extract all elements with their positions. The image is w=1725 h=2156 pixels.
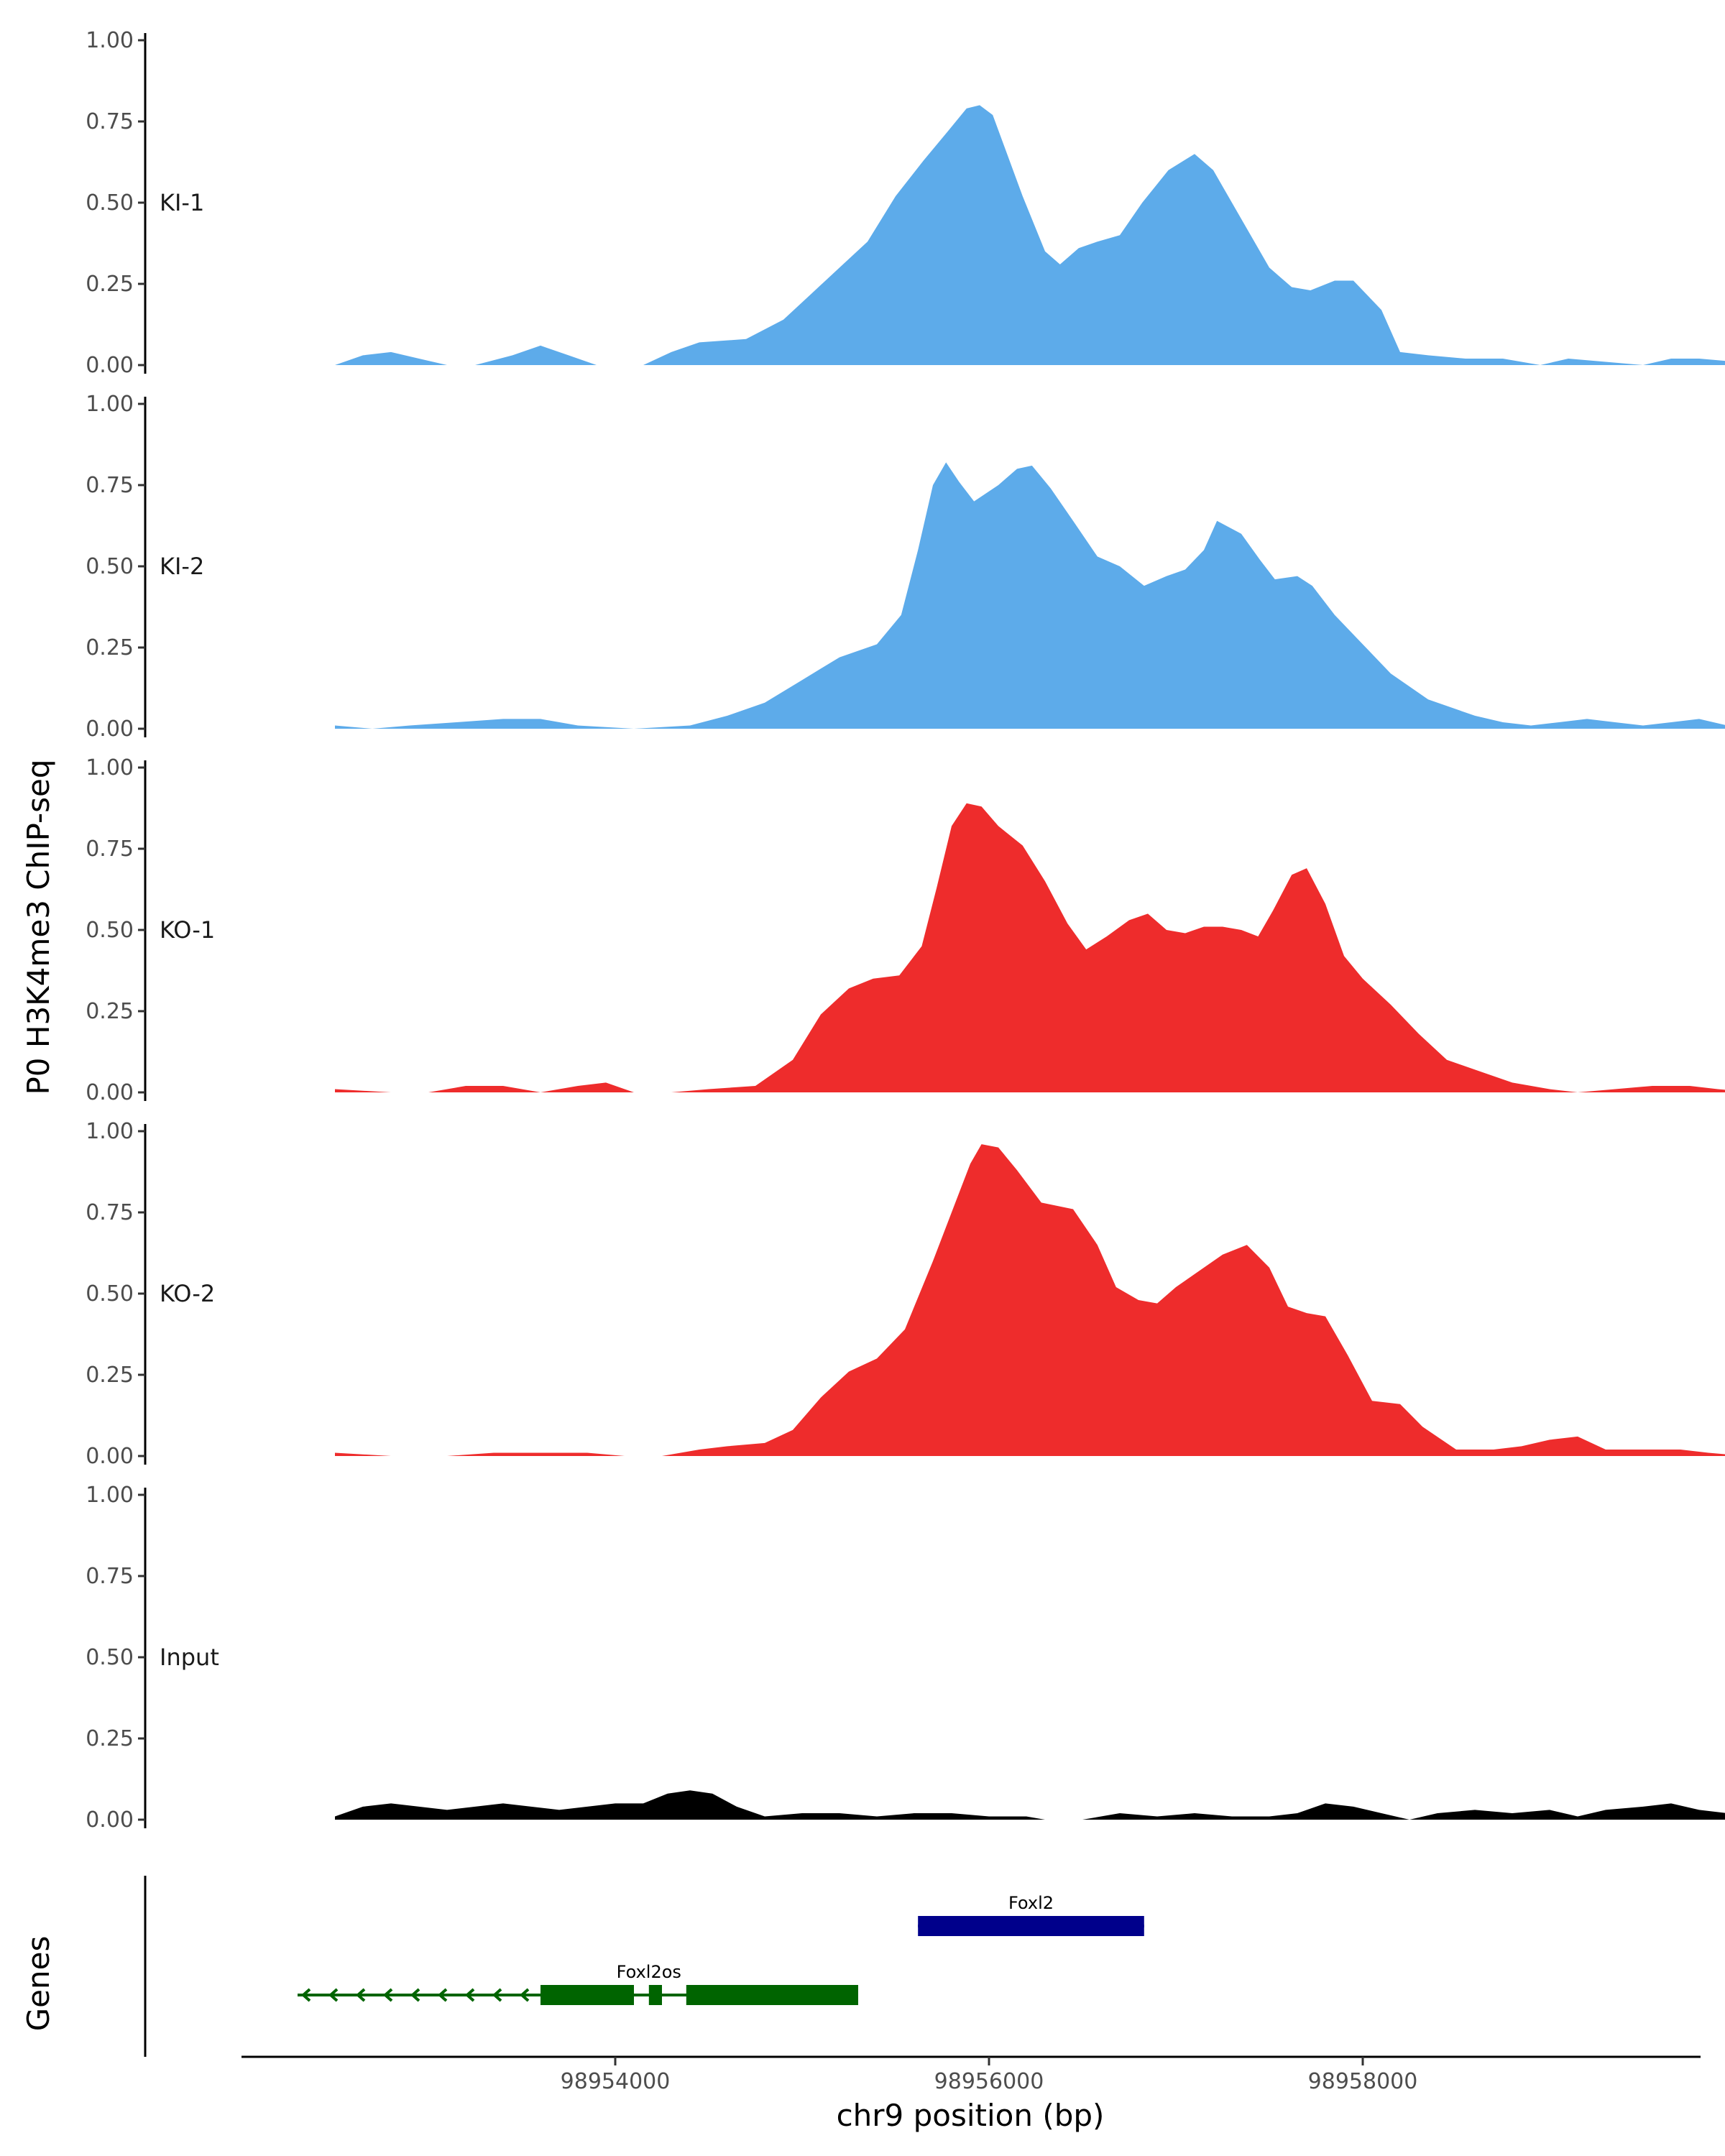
y-tick-label: 0.75 <box>86 837 134 862</box>
y-tick-label: 0.25 <box>86 999 134 1024</box>
strand-arrow <box>355 1988 366 2002</box>
gene-exon <box>540 1985 634 2005</box>
signal-area-input <box>335 1790 1725 1820</box>
y-tick-label: 1.00 <box>86 1119 134 1144</box>
y-tick-label: 0.75 <box>86 1564 134 1589</box>
strand-arrow <box>328 1988 339 2002</box>
strand-arrow <box>492 1988 502 2002</box>
signal-area-ko-2 <box>335 1144 1725 1456</box>
track-ko-2: 1.00 0.75 0.50 0.25 0.00 KO-2 <box>86 1119 1725 1469</box>
x-tick-label: 98958000 <box>1308 2069 1418 2094</box>
strand-arrow <box>382 1988 393 2002</box>
strand-arrow <box>437 1988 448 2002</box>
tracks-layer: 1.00 0.75 0.50 0.25 0.00 KI-1 1.00 0.75 0.50 0.25… <box>86 28 1725 1833</box>
gene-exon <box>918 1916 1144 1936</box>
gene-foxl2os: Foxl2os <box>298 1962 858 2005</box>
y-tick-label: 0.00 <box>86 1444 134 1469</box>
strand-arrow <box>519 1988 530 2002</box>
y-tick-label: 0.00 <box>86 353 134 378</box>
y-tick-label: 0.25 <box>86 1726 134 1751</box>
track-ki-1: 1.00 0.75 0.50 0.25 0.00 KI-1 <box>86 28 1725 378</box>
y-tick-label: 0.50 <box>86 1281 134 1307</box>
track-input: 1.00 0.75 0.50 0.25 0.00 Input <box>86 1483 1725 1833</box>
track-label: KO-1 <box>160 916 215 944</box>
y-tick-label: 0.75 <box>86 473 134 498</box>
y-tick-label: 1.00 <box>86 755 134 780</box>
y-tick-label: 0.50 <box>86 190 134 216</box>
y-tick-label: 0.50 <box>86 918 134 943</box>
y-axis-title: P0 H3K4me3 ChIP-seq <box>21 759 56 1095</box>
gene-label: Foxl2 <box>1008 1893 1054 1913</box>
gene-foxl2: Foxl2 <box>918 1893 1144 1936</box>
y-tick-label: 0.00 <box>86 1080 134 1105</box>
y-tick-label: 0.00 <box>86 717 134 742</box>
x-tick-label: 98956000 <box>934 2069 1044 2094</box>
gene-exon <box>686 1985 858 2005</box>
y-tick-label: 0.25 <box>86 272 134 297</box>
y-tick-label: 1.00 <box>86 1483 134 1508</box>
genes-axis-title: Genes <box>21 1936 56 2032</box>
genes-layer: Foxl2 Foxl2os <box>144 1876 1144 2057</box>
y-tick-label: 0.50 <box>86 554 134 579</box>
y-tick-label: 0.00 <box>86 1807 134 1833</box>
track-label: KI-2 <box>160 553 204 580</box>
x-axis: 98954000 98956000 98958000 <box>242 2055 1701 2094</box>
strand-arrow <box>464 1988 475 2002</box>
gene-exon <box>648 1985 662 2005</box>
track-label: KO-2 <box>160 1280 215 1307</box>
y-tick-label: 0.75 <box>86 1200 134 1225</box>
y-tick-label: 0.25 <box>86 1363 134 1388</box>
gene-label: Foxl2os <box>617 1962 681 1982</box>
track-label: KI-1 <box>160 189 204 216</box>
y-tick-label: 1.00 <box>86 28 134 53</box>
signal-area-ki-1 <box>335 105 1725 365</box>
track-ko-1: 1.00 0.75 0.50 0.25 0.00 KO-1 <box>86 755 1725 1105</box>
signal-area-ko-1 <box>335 803 1725 1092</box>
x-axis-title: chr9 position (bp) <box>837 2098 1105 2133</box>
y-tick-label: 1.00 <box>86 392 134 417</box>
x-tick-label: 98954000 <box>561 2069 671 2094</box>
strand-arrow <box>410 1988 420 2002</box>
y-tick-label: 0.25 <box>86 635 134 660</box>
track-ki-2: 1.00 0.75 0.50 0.25 0.00 KI-2 <box>86 392 1725 742</box>
strand-arrow <box>300 1988 311 2002</box>
y-tick-label: 0.50 <box>86 1645 134 1670</box>
signal-area-ki-2 <box>335 462 1725 729</box>
y-tick-label: 0.75 <box>86 109 134 134</box>
track-label: Input <box>160 1644 219 1671</box>
